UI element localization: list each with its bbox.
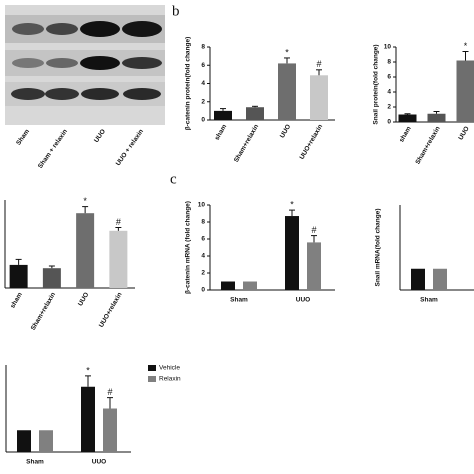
x-tick-label: Sham+relaxin — [30, 291, 57, 331]
x-tick-label: sham — [9, 291, 24, 309]
legend-swatch — [148, 365, 156, 371]
x-tick-label: Sham+relaxin — [233, 123, 260, 163]
x-tick-label: Sham — [26, 459, 44, 466]
lane-label: Sham — [15, 128, 31, 147]
x-tick-label: Sham+relaxin — [414, 125, 441, 165]
panel-label: c — [170, 171, 177, 187]
bar — [42, 268, 61, 288]
x-tick-label: UUO — [279, 123, 292, 139]
significance-marker: * — [464, 41, 468, 51]
x-tick-label: UUO+relaxin — [299, 123, 325, 160]
legend-label: Relaxin — [159, 376, 181, 383]
panel-label: b — [172, 3, 180, 19]
y-axis-label: Snail protein(fold change) — [373, 44, 380, 124]
y-tick-label: 6 — [201, 236, 205, 243]
x-tick-label: sham — [398, 125, 413, 143]
bar — [310, 75, 328, 120]
bar — [17, 430, 31, 452]
bar — [76, 213, 95, 288]
bar — [246, 107, 264, 120]
bar — [278, 63, 296, 120]
bar — [39, 430, 53, 452]
y-tick-label: 4 — [387, 89, 391, 96]
y-tick-label: 2 — [201, 98, 205, 105]
significance-marker: # — [316, 59, 321, 69]
significance-marker: * — [290, 199, 294, 209]
x-tick-label: UUO — [296, 297, 310, 304]
bar — [103, 408, 117, 452]
y-tick-label: 10 — [384, 44, 392, 51]
lane-label: UUO — [93, 128, 107, 144]
bar — [221, 281, 235, 290]
bar — [109, 230, 128, 288]
bar — [243, 281, 257, 290]
y-tick-label: 8 — [201, 44, 205, 51]
y-tick-label: 0 — [387, 119, 391, 126]
y-tick-label: 2 — [387, 104, 391, 111]
y-tick-label: 0 — [201, 287, 205, 294]
y-tick-label: 6 — [387, 74, 391, 81]
bar — [285, 216, 299, 290]
bar — [9, 264, 28, 288]
x-tick-label: Sham — [420, 297, 438, 304]
x-tick-label: UUO — [92, 459, 106, 466]
x-tick-label: UUO — [77, 291, 90, 307]
significance-marker: # — [311, 225, 316, 235]
lane-label: UUO + relaxin — [115, 128, 145, 167]
legend-swatch — [148, 376, 156, 382]
x-tick-label: sham — [214, 123, 229, 141]
bar — [427, 113, 446, 122]
significance-marker: * — [83, 196, 87, 206]
y-axis-label: β-catenin protein(fold change) — [185, 37, 192, 131]
bar — [456, 60, 474, 122]
x-tick-label: UUO+relaxin — [98, 291, 124, 328]
x-tick-label: Sham — [230, 297, 248, 304]
bar — [433, 268, 447, 290]
x-tick-label: UUO — [457, 125, 470, 141]
y-tick-label: 10 — [198, 202, 206, 209]
y-tick-label: 4 — [201, 80, 205, 87]
bar — [81, 386, 95, 452]
legend-label: Vehicle — [159, 365, 180, 372]
y-tick-label: 4 — [201, 253, 205, 260]
y-axis-label: Snail mRNA(fold change) — [375, 208, 382, 286]
significance-marker: # — [107, 387, 112, 397]
y-tick-label: 8 — [201, 219, 205, 226]
y-tick-label: 6 — [201, 62, 205, 69]
y-tick-label: 8 — [387, 59, 391, 66]
bar — [214, 110, 232, 120]
y-tick-label: 0 — [201, 117, 205, 124]
y-axis-label: β-catenin mRNA (fold change) — [185, 201, 192, 294]
significance-marker: # — [116, 217, 121, 227]
bar — [411, 268, 425, 290]
bar — [307, 242, 321, 290]
lane-label: Sham + relaxin — [37, 128, 69, 170]
blot — [5, 5, 165, 125]
y-tick-label: 2 — [201, 270, 205, 277]
bar — [398, 114, 417, 122]
significance-marker: * — [86, 365, 90, 375]
significance-marker: * — [285, 47, 289, 57]
